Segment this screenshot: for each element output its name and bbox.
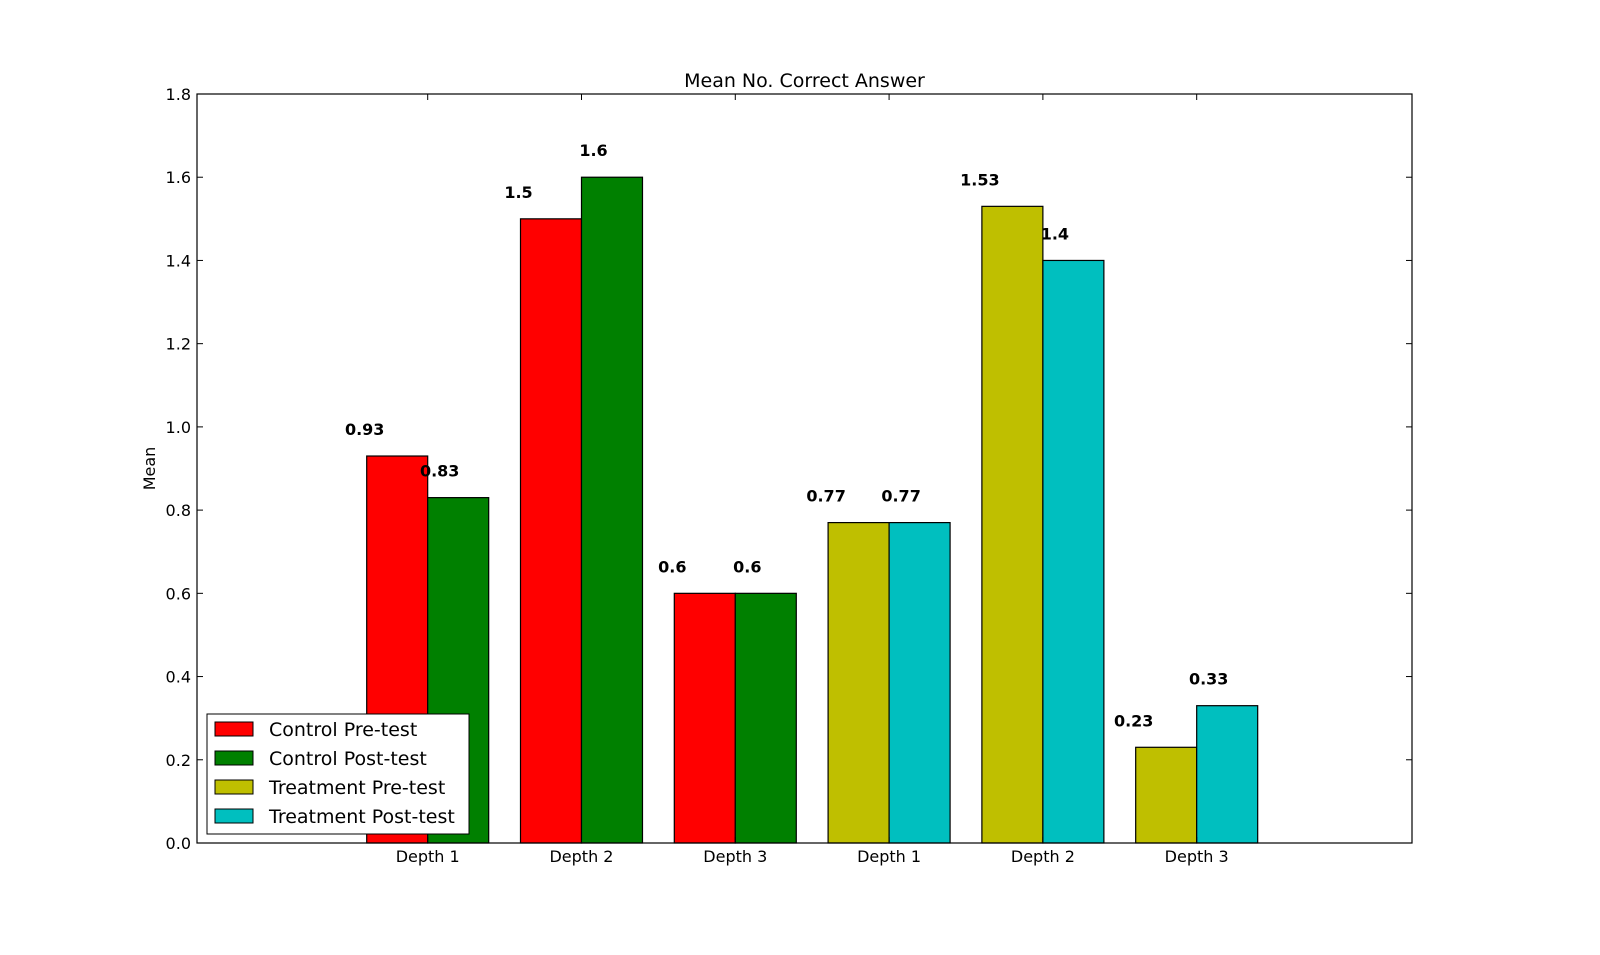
data-label: 0.23 <box>1114 711 1153 730</box>
x-tick-label: Depth 1 <box>857 847 921 866</box>
bar <box>827 521 890 844</box>
y-tick-label: 1.8 <box>166 85 191 104</box>
y-tick-label: 0.0 <box>166 834 191 853</box>
y-tick-label: 0.6 <box>166 584 191 603</box>
legend-swatch <box>214 750 254 766</box>
data-label: 0.93 <box>345 420 384 439</box>
legend-entry: Control Post-test <box>269 748 427 770</box>
y-tick-label: 1.4 <box>166 251 191 270</box>
data-label: 0.33 <box>1189 670 1228 689</box>
plot-frame <box>196 93 1413 844</box>
bar <box>519 218 583 844</box>
x-tick-label: Depth 2 <box>549 847 613 866</box>
x-tick-label: Depth 3 <box>1165 847 1229 866</box>
legend-entry: Control Pre-test <box>269 719 417 741</box>
y-tick-label: 1.0 <box>166 418 191 437</box>
y-tick-label: 0.2 <box>166 751 191 770</box>
bar <box>673 592 736 844</box>
y-tick-label: 1.6 <box>166 168 191 187</box>
legend: Control Pre-test Control Post-test Treatme… <box>206 713 470 835</box>
data-label: 1.4 <box>1041 224 1069 243</box>
data-label: 1.6 <box>579 141 607 160</box>
data-label: 0.6 <box>658 557 686 576</box>
data-label: 0.77 <box>881 487 920 506</box>
legend-swatch <box>214 779 254 795</box>
legend-swatch <box>214 721 254 737</box>
legend-swatch <box>214 808 254 824</box>
bar <box>1042 259 1105 844</box>
bar <box>734 592 797 844</box>
data-label: 0.77 <box>806 487 845 506</box>
data-labels-layer: 0.93 1.5 0.6 0.83 1.6 0.6 0.77 1.53 0.23 0.77 1.4 0… <box>345 141 1228 730</box>
x-tick-label: Depth 2 <box>1011 847 1075 866</box>
data-label: 1.53 <box>960 170 999 189</box>
y-axis-label: Mean <box>140 447 159 491</box>
y-tick-label: 0.8 <box>166 501 191 520</box>
legend-entry: Treatment Post-test <box>268 806 455 828</box>
bar <box>1196 705 1259 844</box>
ticks-layer: 0.0 0.2 0.4 0.6 0.8 1.0 1.2 1.4 1.6 1.8 Depth 1 Dep… <box>166 85 1412 866</box>
data-label: 1.5 <box>504 183 532 202</box>
bar <box>580 176 644 844</box>
bar <box>1135 746 1198 844</box>
data-label: 0.83 <box>420 462 459 481</box>
x-tick-label: Depth 1 <box>396 847 460 866</box>
x-tick-label: Depth 3 <box>703 847 767 866</box>
data-label: 0.6 <box>733 557 761 576</box>
legend-entry: Treatment Pre-test <box>268 777 445 799</box>
y-tick-label: 0.4 <box>166 668 191 687</box>
bar <box>888 521 951 844</box>
y-tick-label: 1.2 <box>166 335 191 354</box>
bar <box>981 205 1044 844</box>
bars-layer <box>366 176 1259 844</box>
chart-title: Mean No. Correct Answer <box>684 70 925 92</box>
